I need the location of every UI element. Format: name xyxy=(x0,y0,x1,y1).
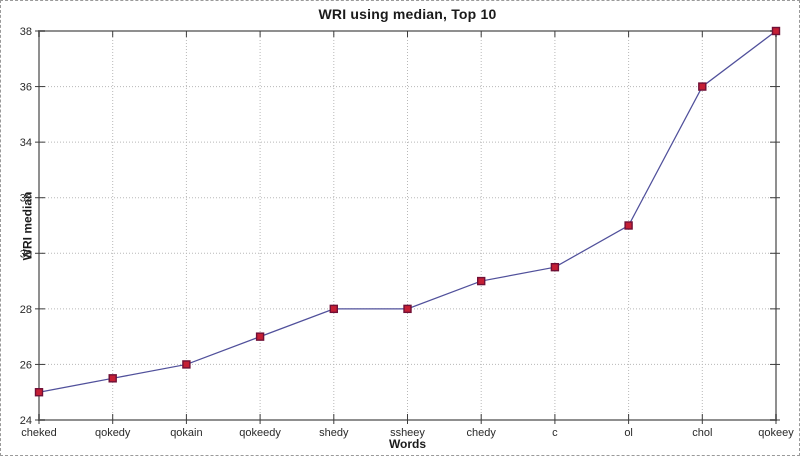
data-point-marker xyxy=(477,276,486,286)
x-tick-label: qokain xyxy=(170,427,202,439)
x-tick-label: chol xyxy=(692,427,712,439)
y-tick-label: 32 xyxy=(20,193,32,205)
x-tick-label: chedy xyxy=(467,427,497,439)
data-point-marker xyxy=(182,360,191,369)
x-tick-label: c xyxy=(552,427,558,439)
data-point-marker xyxy=(255,332,265,341)
x-axis-label: Words xyxy=(388,437,427,451)
y-tick-label: 26 xyxy=(20,359,32,371)
y-tick-label: 28 xyxy=(20,304,32,316)
y-tick-label: 36 xyxy=(20,82,32,94)
data-point-marker xyxy=(403,304,412,314)
y-tick-label: 30 xyxy=(20,248,32,260)
x-tick-label: qokedy xyxy=(95,427,131,439)
x-tick-label: cheked xyxy=(21,427,56,439)
x-tick-label: qokeedy xyxy=(239,427,281,439)
y-tick-label: 34 xyxy=(20,137,32,149)
data-point-marker xyxy=(108,374,117,383)
x-tick-label: shedy xyxy=(319,427,349,439)
data-point-marker xyxy=(771,26,781,36)
data-point-marker xyxy=(698,82,707,91)
x-tick-label: ol xyxy=(624,427,633,439)
data-point-marker xyxy=(329,304,338,314)
data-point-marker xyxy=(624,221,633,230)
x-tick-label: qokeey xyxy=(758,427,794,439)
y-tick-label: 24 xyxy=(20,415,32,427)
x-tick-label: ssheey xyxy=(390,427,425,439)
chart-title: WRI using median, Top 10 xyxy=(318,6,497,22)
data-point-marker xyxy=(550,262,560,272)
y-tick-label: 38 xyxy=(20,26,32,38)
data-point-marker xyxy=(34,388,44,397)
